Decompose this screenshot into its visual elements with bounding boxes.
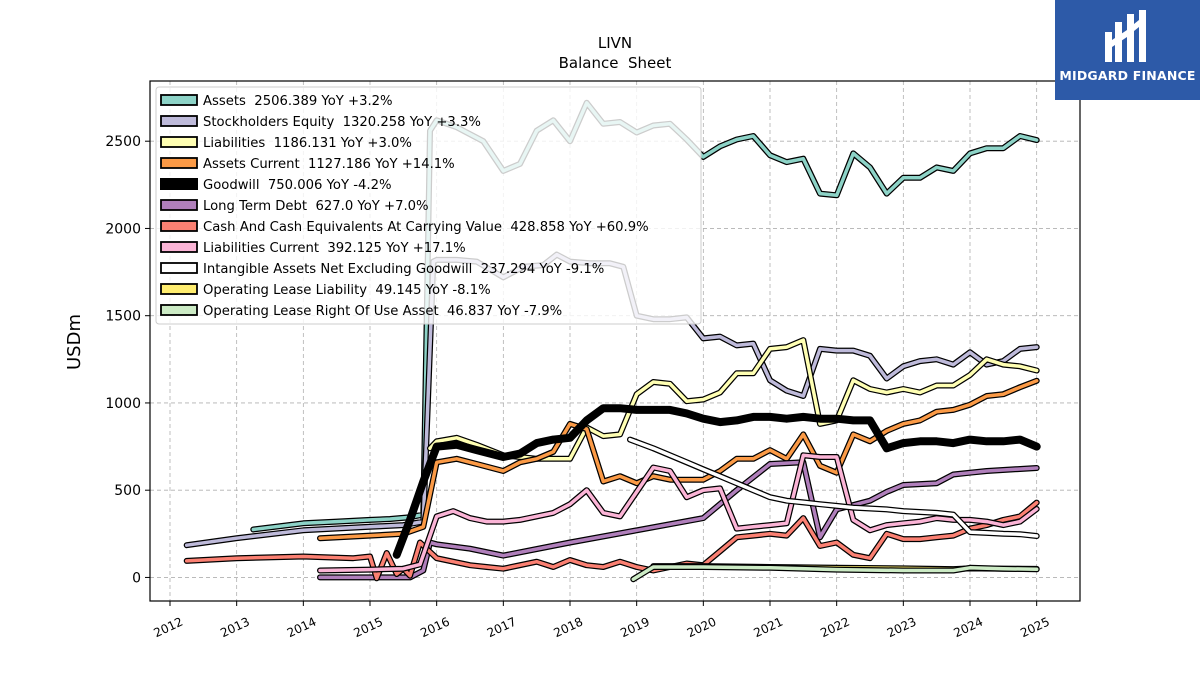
brand-logo-icon: [1105, 10, 1146, 62]
x-tick-label: 2020: [685, 615, 719, 641]
legend-label: Intangible Assets Net Excluding Goodwill…: [203, 262, 604, 277]
plot-frame: [149, 80, 1081, 602]
legend-swatch: [160, 262, 198, 274]
y-tick-label: 2000: [105, 221, 141, 237]
series-line: [627, 436, 1040, 539]
series-line: [392, 404, 1041, 559]
legend-swatch: [160, 136, 198, 148]
x-tick-label: 2023: [885, 615, 919, 641]
series-path: [628, 437, 1039, 538]
legend-swatch: [160, 304, 198, 316]
legend-swatch: [160, 157, 198, 169]
x-tick-label: 2015: [352, 615, 386, 641]
y-tick-label: 500: [114, 483, 141, 499]
legend-swatch: [160, 283, 198, 295]
series-line: [630, 564, 1040, 583]
legend-label: Operating Lease Right Of Use Asset 46.83…: [203, 304, 562, 319]
x-tick-label: 2024: [952, 615, 986, 641]
series-path: [392, 404, 1041, 559]
x-tick-label: 2013: [218, 615, 252, 641]
legend-swatch: [160, 220, 198, 232]
chart-subtitle: Balance Sheet: [559, 54, 672, 72]
legend-label: Operating Lease Liability 49.145 YoY -8.…: [203, 283, 491, 298]
y-axis-label: USDm: [64, 314, 85, 370]
legend-label: Liabilities Current 392.125 YoY +17.1%: [203, 241, 466, 256]
y-tick-label: 1000: [105, 396, 141, 412]
legend-swatch: [160, 199, 198, 211]
legend-swatch: [160, 178, 198, 190]
brand-logo: MIDGARD FINANCE: [1055, 0, 1200, 100]
legend: Assets 2506.389 YoY +3.2% Stockholders Eq…: [155, 86, 702, 325]
legend-label: Liabilities 1186.131 YoY +3.0%: [203, 136, 412, 151]
legend-label: Stockholders Equity 1320.258 YoY +3.3%: [203, 115, 481, 130]
legend-box: [155, 86, 702, 325]
y-tick-label: 2500: [105, 134, 141, 150]
x-tick-label: 2019: [618, 615, 652, 641]
legend-label: Long Term Debt 627.0 YoY +7.0%: [203, 199, 429, 214]
legend-swatch: [160, 241, 198, 253]
series-path: [631, 565, 1039, 581]
x-tick-label: 2021: [752, 615, 786, 641]
legend-label: Goodwill 750.006 YoY -4.2%: [203, 178, 392, 193]
legend-swatch: [160, 94, 198, 106]
chart-title: LIVN: [598, 34, 632, 52]
x-tick-label: 2016: [418, 615, 452, 641]
series-line: [317, 452, 1040, 574]
x-tick-label: 2014: [285, 615, 319, 641]
brand-name: MIDGARD FINANCE: [1059, 68, 1196, 83]
x-tick-label: 2022: [818, 615, 852, 641]
legend-label: Cash And Cash Equivalents At Carrying Va…: [203, 220, 649, 235]
legend-label: Assets Current 1127.186 YoY +14.1%: [203, 157, 455, 172]
legend-label: Assets 2506.389 YoY +3.2%: [203, 94, 393, 109]
y-tick-label: 1500: [105, 309, 141, 325]
x-tick-label: 2018: [552, 615, 586, 641]
x-tick-label: 2012: [152, 615, 186, 641]
series-path: [318, 453, 1039, 573]
y-tick-label: 0: [132, 570, 141, 586]
legend-swatch: [160, 115, 198, 127]
x-tick-label: 2017: [485, 615, 519, 641]
x-tick-label: 2025: [1018, 615, 1052, 641]
